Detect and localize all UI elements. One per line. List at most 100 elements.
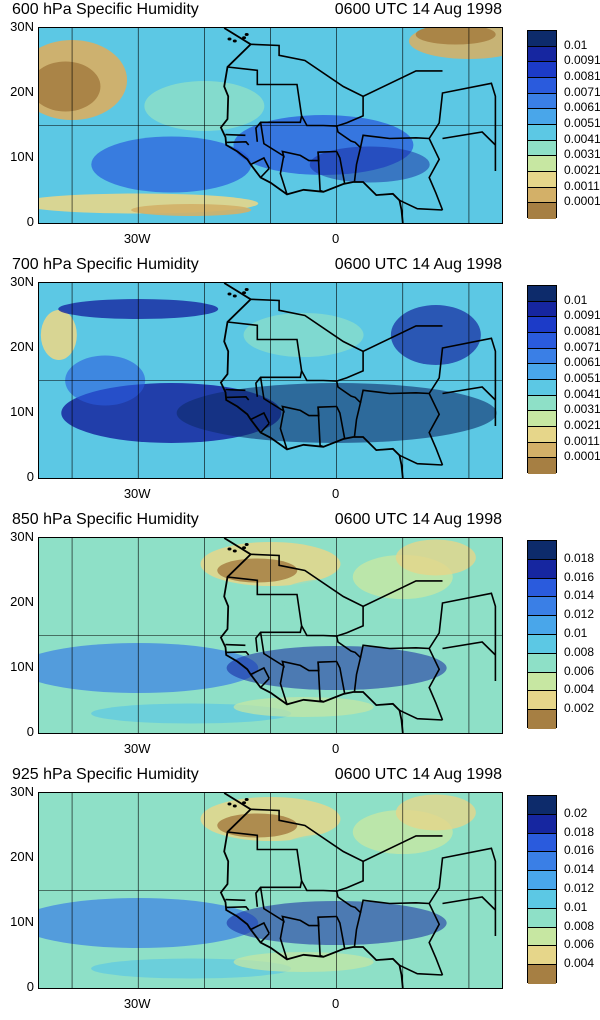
colorbar-label: 0.002 (564, 701, 595, 716)
colorbar-label: 0.016 (564, 843, 595, 858)
lat-label: 10N (10, 659, 34, 674)
map-plot (38, 792, 503, 989)
lat-label: 30N (10, 529, 34, 544)
panel-2: 700 hPa Specific Humidity 0600 UTC 14 Aug… (0, 255, 600, 510)
colorbar-label: 0.008 (564, 918, 595, 933)
colorbar-swatch (528, 578, 556, 598)
panel-title: 925 hPa Specific Humidity (12, 766, 199, 783)
colorbar-swatch (528, 62, 556, 78)
lon-label: 30W (123, 486, 151, 501)
colorbar-swatch (528, 442, 556, 459)
colorbar-label: 0.0051 (564, 371, 600, 385)
lat-label: 30N (10, 19, 34, 34)
colorbar-label: 0.0001 (564, 449, 600, 464)
colorbar-label: 0.01 (564, 292, 588, 307)
colorbar-swatch (528, 946, 556, 966)
colorbar-label: 0.0071 (564, 84, 600, 99)
colorbar-swatch (528, 140, 556, 157)
colorbar-swatch (528, 109, 556, 125)
colorbar-swatch (528, 171, 556, 188)
colorbar-label: 0.0031 (564, 147, 600, 162)
colorbar-label: 0.014 (564, 588, 595, 603)
colorbar (527, 30, 557, 219)
colorbar-label: 0.012 (564, 607, 595, 622)
map-plot (38, 537, 503, 734)
colorbar-label: 0.0011 (564, 178, 600, 193)
colorbar-swatch (528, 710, 556, 729)
colorbar-swatch (528, 46, 556, 63)
lat-label: 30N (10, 274, 34, 289)
colorbar-swatch (528, 379, 556, 396)
colorbar-swatch (528, 814, 556, 834)
colorbar-swatch (528, 77, 556, 94)
colorbar-swatch (528, 927, 556, 947)
lon-label: 30W (123, 231, 151, 246)
colorbar-label: 0.0021 (564, 418, 600, 432)
map-plot (38, 27, 503, 224)
colorbar-swatch (528, 426, 556, 443)
lat-label: 30N (10, 784, 34, 799)
panel-timestamp: 0600 UTC 14 Aug 1998 (334, 256, 502, 273)
colorbar-swatch (528, 317, 556, 333)
colorbar-swatch (528, 653, 556, 673)
panel-1: 600 hPa Specific Humidity 0600 UTC 14 Aug… (0, 0, 600, 255)
lon-label: 0 (332, 741, 340, 756)
colorbar-swatch (528, 871, 556, 890)
colorbar-label: 0.01 (564, 899, 588, 914)
colorbar-label: 0.0081 (564, 324, 600, 338)
colorbar-swatch (528, 597, 556, 617)
colorbar-swatch (528, 634, 556, 654)
panel-timestamp: 0600 UTC 14 Aug 1998 (334, 511, 502, 528)
panel-timestamp: 0600 UTC 14 Aug 1998 (334, 1, 502, 18)
colorbar (527, 795, 557, 984)
colorbar-swatch (528, 559, 556, 579)
colorbar-label: 0.0011 (564, 433, 600, 448)
lon-label: 30W (123, 741, 151, 756)
lat-label: 20N (10, 84, 34, 99)
colorbar-label: 0.014 (564, 862, 595, 877)
colorbar-swatch (528, 889, 556, 909)
colorbar-swatch (528, 332, 556, 349)
lon-label: 0 (332, 996, 340, 1011)
colorbar-swatch (528, 348, 556, 365)
colorbar-label: 0.0061 (564, 100, 600, 115)
colorbar-label: 0.0021 (564, 163, 600, 177)
panel-4: 925 hPa Specific Humidity 0600 UTC 14 Aug… (0, 765, 600, 1020)
lat-label: 10N (10, 149, 34, 164)
colorbar-label: 0.0081 (564, 69, 600, 83)
lat-label: 0 (26, 724, 34, 739)
colorbar-label: 0.01 (564, 37, 588, 52)
colorbar-label: 0.004 (564, 956, 595, 971)
colorbar-swatch (528, 833, 556, 853)
colorbar-swatch (528, 541, 556, 560)
colorbar-label: 0.012 (564, 881, 595, 895)
colorbar-label: 0.018 (564, 824, 595, 839)
map-plot (38, 282, 503, 479)
colorbar-swatch (528, 908, 556, 928)
colorbar-label: 0.0071 (564, 339, 600, 354)
colorbar-swatch (528, 203, 556, 219)
lat-label: 0 (26, 214, 34, 229)
colorbar-swatch (528, 364, 556, 380)
colorbar-swatch (528, 286, 556, 302)
colorbar-swatch (528, 395, 556, 412)
colorbar-swatch (528, 411, 556, 427)
lat-label: 20N (10, 594, 34, 609)
colorbar-label: 0.0031 (564, 402, 600, 417)
colorbar-swatch (528, 124, 556, 141)
colorbar-swatch (528, 31, 556, 47)
panel-timestamp: 0600 UTC 14 Aug 1998 (334, 766, 502, 783)
lat-label: 20N (10, 339, 34, 354)
colorbar-label: 0.0061 (564, 355, 600, 370)
lon-label: 30W (123, 996, 151, 1011)
lat-label: 10N (10, 404, 34, 419)
lat-label: 20N (10, 849, 34, 864)
colorbar-label: 0.006 (564, 937, 595, 952)
colorbar-swatch (528, 458, 556, 474)
colorbar-label: 0.016 (564, 569, 595, 584)
colorbar-label: 0.0051 (564, 116, 600, 130)
colorbar-swatch (528, 691, 556, 711)
colorbar-swatch (528, 187, 556, 204)
panel-title: 850 hPa Specific Humidity (12, 511, 199, 528)
lon-label: 0 (332, 486, 340, 501)
